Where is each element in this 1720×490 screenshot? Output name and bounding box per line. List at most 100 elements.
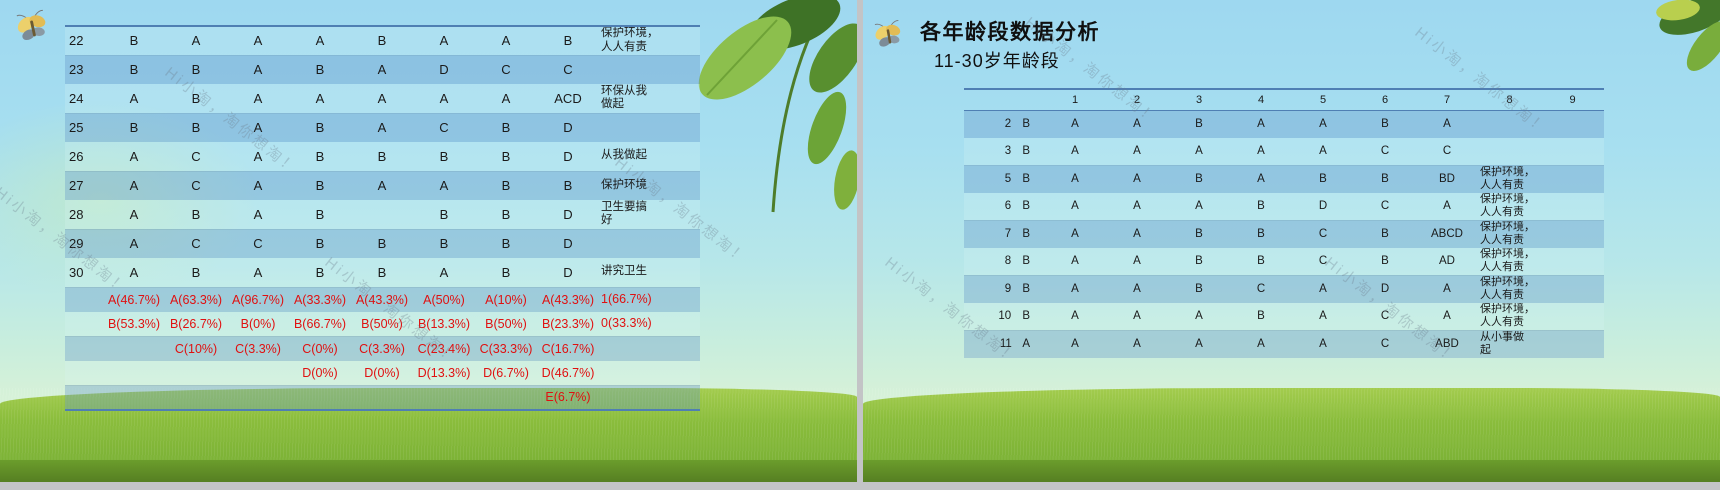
table-cell: B [537, 170, 599, 200]
table-cell [599, 384, 700, 411]
table-cell: B [1354, 109, 1416, 138]
table-row: 8 B A A B B C B AD 保护环境， 人人有责 [964, 247, 1604, 275]
table-cell: C [1318, 255, 1328, 267]
table-cell: A [1106, 109, 1168, 138]
table-cell: B(66.7%) [293, 316, 347, 331]
table-cell: B [289, 228, 351, 258]
table-cell: 1 [1044, 89, 1106, 111]
table-cell: B [289, 54, 351, 84]
table-cell [599, 54, 700, 84]
table-cell: A [1044, 219, 1106, 248]
table-cell: A [1133, 200, 1141, 212]
table-cell: 讲究卫生 [601, 265, 647, 278]
table-row: E(6.7%) [65, 384, 700, 411]
table-cell: B [475, 170, 537, 200]
table-cell: A [129, 148, 139, 164]
table-row: 5 B A A B A B B BD 保护环境， 人人有责 [964, 164, 1604, 193]
table-row: 10 B A A A B A C A 保护环境， 人人有责 [964, 302, 1604, 330]
table-cell: B [1230, 219, 1292, 248]
table-cell: C [475, 54, 537, 84]
table-cell: 4 [1230, 89, 1292, 111]
table-cell: B [1381, 255, 1389, 267]
table-cell: A(63.3%) [165, 286, 227, 312]
table-cell: C(23.4%) [413, 335, 475, 361]
table-row: 11 A A A A A A C ABD 从小事做 起 [964, 329, 1604, 358]
table-cell: A [1443, 200, 1451, 212]
leaves-decoration [1656, 0, 1720, 71]
table-cell: A [351, 54, 413, 84]
table-cell [599, 228, 700, 258]
table-cell: B [413, 228, 475, 258]
table-row: 3 B A A A A A C C [964, 137, 1604, 165]
table-cell: 2 B [964, 109, 1044, 138]
table-cell: D(13.3%) [417, 365, 471, 380]
table-cell: B [289, 112, 351, 142]
table-cell: C(10%) [165, 335, 227, 361]
table-cell [351, 200, 413, 229]
table-cell: C(3.3%) [227, 335, 289, 361]
slide-left[interactable]: 22 B A A A B A A B 保护环境， 人人有责 23 B B A B A D C C 24 A B A A A A A A… [0, 0, 857, 482]
table-cell: A [1106, 274, 1168, 303]
table-cell: 保护环境， 人人有责 [1480, 193, 1535, 218]
table-cell: A(46.7%) [103, 286, 165, 312]
table-cell: A [129, 264, 139, 280]
table-cell: A [1106, 329, 1168, 358]
table-cell: A [351, 112, 413, 142]
grass-dark-band [0, 460, 857, 482]
table-cell: C [1380, 145, 1390, 157]
table-cell: ABD [1416, 329, 1478, 358]
table-cell [599, 361, 700, 386]
table-cell: A [1133, 310, 1141, 322]
table-cell: D [563, 264, 573, 280]
table-cell: A [253, 148, 263, 164]
table-cell: 3 [1168, 89, 1230, 111]
table-cell [165, 384, 227, 411]
table-cell: 7 [1416, 89, 1478, 111]
table-cell: C [1354, 329, 1416, 358]
table-row: 29 A C C B B B B D [65, 228, 700, 258]
table-cell: B [165, 112, 227, 142]
table-cell: C [413, 112, 475, 142]
table-cell: B [191, 90, 201, 106]
slide-title: 各年龄段数据分析 [920, 21, 1100, 44]
table-cell: A [1195, 200, 1203, 212]
table-cell: A [103, 228, 165, 258]
table-cell: ABCD [1416, 219, 1478, 248]
table-cell: B [563, 33, 573, 49]
table-cell: A [227, 112, 289, 142]
table-cell [599, 112, 700, 142]
table-cell [65, 384, 103, 411]
table-cell: 保护环境， 人人有责 [1480, 303, 1535, 328]
table-row: 9 B A A B C A D A 保护环境， 人人有责 [964, 274, 1604, 303]
table-cell: A [1044, 329, 1106, 358]
table-cell: A(10%) [475, 286, 537, 312]
table-cell: D [537, 228, 599, 258]
table-cell: BD [1416, 164, 1478, 193]
table-row: 22 B A A A B A A B 保护环境， 人人有责 [65, 26, 700, 55]
table-cell: D [563, 206, 573, 222]
table-cell: B [1354, 164, 1416, 193]
table-cell: A [191, 33, 201, 49]
table-row: 6 B A A A B D C A 保护环境， 人人有责 [964, 192, 1604, 220]
table-cell: B [1168, 219, 1230, 248]
table-cell: B [377, 264, 387, 280]
table-cell: B [439, 206, 449, 222]
table-cell: A [439, 264, 449, 280]
table-cell: D [1318, 200, 1328, 212]
table-cell: D(0%) [364, 365, 400, 380]
table-cell: C(33.3%) [475, 335, 537, 361]
table-cell: C [1380, 200, 1390, 212]
table-cell: A [1133, 145, 1141, 157]
table-cell: A(33.3%) [289, 286, 351, 312]
slide-subtitle: 11-30岁年龄段 [934, 51, 1060, 71]
table-cell: C [227, 228, 289, 258]
table-cell: A [1195, 310, 1203, 322]
table-cell: 保护环境， 人人有责 [1478, 164, 1604, 193]
table-cell: B [1257, 200, 1265, 212]
table-cell: C [1230, 274, 1292, 303]
table-cell: B [501, 148, 511, 164]
table-cell: B [315, 148, 325, 164]
table-cell: B(53.3%) [107, 316, 161, 331]
